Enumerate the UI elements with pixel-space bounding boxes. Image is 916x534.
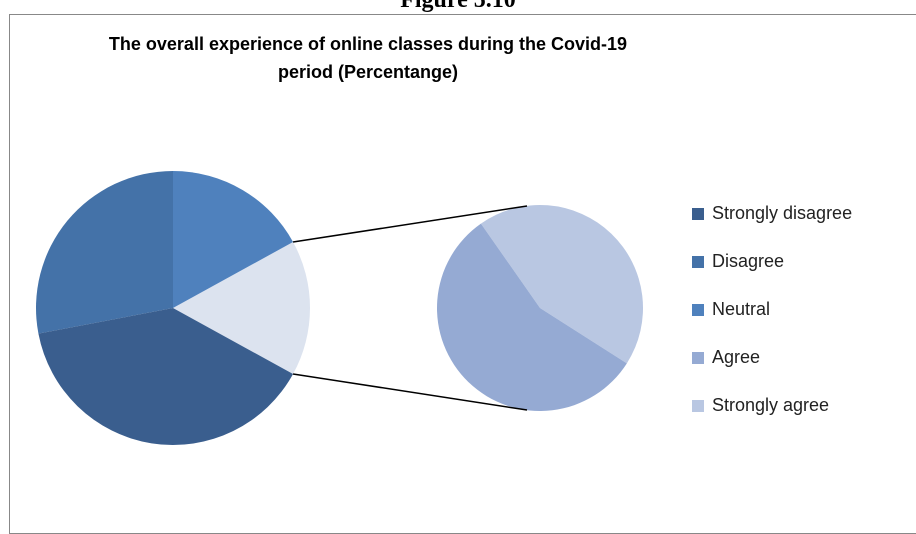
legend-swatch <box>692 400 704 412</box>
legend-label: Neutral <box>712 299 770 319</box>
legend-swatch <box>692 352 704 364</box>
pie-slice <box>437 223 627 412</box>
pie-slice <box>173 171 294 308</box>
legend-label: Strongly disagree <box>712 203 852 223</box>
page: {"chart_data": {"type": "pie-of-pie", "f… <box>9 0 916 534</box>
legend-swatch <box>692 304 704 316</box>
connector <box>292 205 528 243</box>
connector <box>292 373 528 411</box>
pie-slice <box>480 205 644 364</box>
legend-swatch <box>692 208 704 220</box>
legend-label: Strongly agree <box>712 395 829 415</box>
legend-label: Disagree <box>712 251 784 271</box>
figure-label: Figure 5.10 <box>400 0 516 13</box>
legend-swatch <box>692 256 704 268</box>
pie-slice <box>38 308 294 445</box>
chart: Strongly disagree Disagree Neutral Agree Str… <box>35 171 852 445</box>
pie-slice <box>35 171 174 334</box>
chart-title: The overall experience of online classes… <box>108 34 628 82</box>
legend-label: Agree <box>712 347 760 367</box>
pie-slice <box>173 241 310 375</box>
